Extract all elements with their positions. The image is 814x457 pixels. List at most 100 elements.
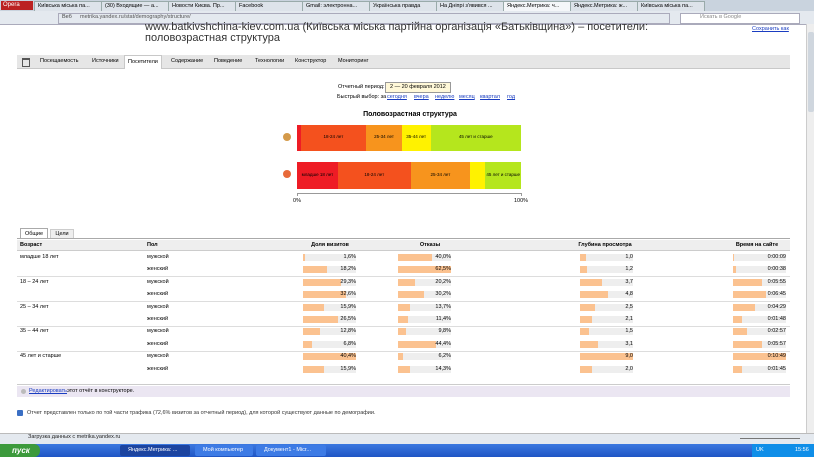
nav-item[interactable]: Содержание <box>171 58 204 64</box>
period-value[interactable]: 2 — 20 февраля 2012 <box>385 82 451 93</box>
nav-item[interactable]: Посещаемость <box>40 58 79 64</box>
save-link[interactable]: Сохранить как <box>752 26 789 32</box>
browser-tab[interactable]: Українська правда <box>369 1 437 11</box>
bar-fill <box>580 316 593 323</box>
table-bottom <box>17 384 790 385</box>
bar-fill <box>398 328 407 336</box>
search-placeholder[interactable]: Искать в Google <box>700 14 742 20</box>
quick-link[interactable]: месяц <box>459 94 475 100</box>
browser-tab[interactable]: Новости Києва. Пр... <box>168 1 236 11</box>
bar-fill <box>303 278 342 286</box>
bar-fill <box>733 278 762 286</box>
cell-value: 2,5 <box>625 303 633 310</box>
sex-cell: мужской <box>147 353 169 360</box>
bar-track <box>398 278 451 286</box>
column-header[interactable]: Отказы <box>419 242 441 248</box>
zoom-slider[interactable] <box>740 438 800 439</box>
bar-fill <box>303 303 324 311</box>
url[interactable]: metrika.yandex.ru/stat/demography/struct… <box>80 14 191 20</box>
opera-menu[interactable]: Opera <box>1 1 33 10</box>
browser-tab[interactable]: Яндекс.Метрика: ж... <box>570 1 638 11</box>
bar-fill <box>303 291 346 299</box>
row-separator <box>17 350 790 352</box>
lang[interactable]: UK <box>756 447 764 453</box>
browser-tab[interactable]: Київська міська па... <box>637 1 705 11</box>
nav-item[interactable]: Источники <box>92 58 119 64</box>
browser-tab[interactable]: На Дніпрі з'явився ... <box>436 1 504 11</box>
cell-value: 1,2 <box>625 266 633 273</box>
cell-value: 0:10:49 <box>767 353 786 360</box>
column-header[interactable]: Время на сайте <box>735 242 779 248</box>
age-cell: 18 – 24 лет <box>20 278 49 285</box>
browser-tab[interactable]: Яндекс.Метрика: ч... <box>503 1 571 11</box>
quick-label: Быстрый выбор: за <box>337 94 387 100</box>
page-title: www.batkivshchina-kiev.com.ua (Київська … <box>145 21 649 44</box>
column-header[interactable]: Возраст <box>20 242 43 248</box>
bar-fill <box>398 266 451 274</box>
edit-link[interactable]: Редактировать <box>29 388 67 394</box>
bar-track <box>303 266 356 274</box>
sex-cell: женский <box>147 316 169 322</box>
home-icon[interactable] <box>22 58 30 67</box>
nav-item[interactable]: Технологии <box>255 58 285 64</box>
cell-value: 15,9% <box>340 303 356 310</box>
scroll-thumb[interactable] <box>808 32 814 112</box>
bar-track <box>303 254 356 261</box>
table-tab[interactable]: Общие <box>20 228 48 239</box>
quick-link[interactable]: год <box>507 94 516 100</box>
browser-tab[interactable]: Facebook <box>235 1 303 11</box>
bar-track <box>580 316 633 323</box>
browser-tab[interactable]: (30) Входящие — а... <box>101 1 169 11</box>
quick-link[interactable]: вчера <box>414 94 429 100</box>
nav-item[interactable]: Мониторинг <box>338 58 369 64</box>
nav-item[interactable]: Конструктор <box>295 58 327 64</box>
taskbar-item[interactable]: Яндекс.Метрика: ... <box>120 445 190 456</box>
bar-fill <box>733 266 737 274</box>
column-header[interactable]: Доля визитов <box>311 242 349 248</box>
info-icon <box>17 410 23 416</box>
bar-track <box>580 328 633 336</box>
cell-value: 15,9% <box>340 365 356 372</box>
bar-fill <box>733 291 767 299</box>
cell-value: 1,0 <box>625 254 633 260</box>
nav-item[interactable]: Посетители <box>124 55 162 69</box>
sex-cell: мужской <box>147 254 169 260</box>
start-button[interactable]: пуск <box>0 444 40 457</box>
chart-title: Половозрастная структура <box>363 111 457 118</box>
bar-fill <box>303 266 327 274</box>
bar-fill <box>580 266 588 274</box>
bar-fill <box>398 353 404 361</box>
chart-segment <box>470 162 486 189</box>
chart-segment <box>297 162 338 189</box>
bar-fill <box>733 353 786 361</box>
chart-segment <box>297 125 301 151</box>
cell-value: 0:06:45 <box>767 291 786 298</box>
search-field[interactable] <box>680 13 800 24</box>
browser-tab[interactable]: Київська міська па... <box>34 1 102 11</box>
sex-cell: женский <box>147 266 169 273</box>
edit-icon <box>21 389 26 394</box>
row-separator <box>17 325 790 327</box>
cell-value: 0:00:09 <box>767 254 786 260</box>
cell-value: 13,7% <box>435 303 451 310</box>
bar-track <box>398 365 451 373</box>
taskbar-item[interactable]: Документ1 - Micr... <box>256 445 326 456</box>
bar-fill <box>733 365 742 373</box>
age-cell: 35 – 44 лет <box>20 328 49 335</box>
cell-value: 6,2% <box>438 353 451 360</box>
quick-link[interactable]: квартал <box>480 94 500 100</box>
sex-cell: женский <box>147 291 169 298</box>
taskbar-item[interactable]: Мой компьютер <box>195 445 253 456</box>
edit-text: этот отчёт в конструкторе. <box>67 388 135 394</box>
column-header[interactable]: Глубина просмотра <box>578 242 632 248</box>
column-header[interactable]: Пол <box>147 242 158 248</box>
quick-link[interactable]: неделю <box>435 94 455 100</box>
nav-item[interactable]: Поведение <box>214 58 243 64</box>
bar-track <box>580 266 633 274</box>
sex-cell: мужской <box>147 278 169 285</box>
quick-link[interactable]: сегодня <box>387 94 407 100</box>
table-tab[interactable]: Цели <box>50 229 74 239</box>
cell-value: 0:00:38 <box>767 266 786 273</box>
browser-tab[interactable]: Gmail: электронна... <box>302 1 370 11</box>
address-field[interactable] <box>58 13 670 24</box>
